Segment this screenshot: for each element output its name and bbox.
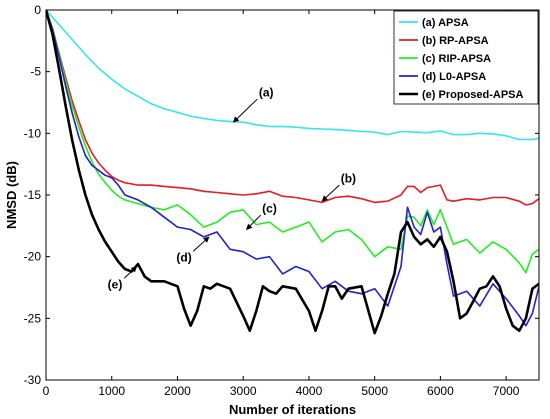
x-tick-label: 2000 bbox=[164, 384, 191, 398]
x-tick-label: 0 bbox=[43, 384, 50, 398]
annotation-label: (d) bbox=[176, 251, 191, 265]
y-tick-label: -5 bbox=[30, 65, 41, 79]
legend-entry: (b) RP-APSA bbox=[422, 35, 489, 47]
x-axis-label: Number of iterations bbox=[229, 402, 356, 417]
x-tick-label: 5000 bbox=[361, 384, 388, 398]
series-line-1 bbox=[46, 10, 539, 141]
annotation-label: (e) bbox=[108, 278, 123, 292]
x-tick-label: 4000 bbox=[296, 384, 323, 398]
series-line-5 bbox=[46, 10, 539, 335]
y-tick-label: -25 bbox=[24, 311, 42, 325]
y-tick-label: -30 bbox=[24, 373, 42, 387]
tick-layer: 0 1000 2000 3000 4000 5000 6000 7000 0 -5 -10 -15 -2… bbox=[24, 3, 539, 398]
x-tick-label: 7000 bbox=[493, 384, 520, 398]
y-axis-label: NMSD (dB) bbox=[4, 161, 19, 229]
annotation-arrow bbox=[321, 184, 340, 202]
annotation-layer: (a) (b) (c) (d) (e) bbox=[108, 85, 356, 291]
annotation-arrow bbox=[123, 266, 138, 279]
annotation-arrow bbox=[246, 214, 262, 230]
legend: (a) APSA (b) RP-APSA (c) RIP-APSA (d) L0-AP… bbox=[393, 10, 539, 105]
legend-entry: (d) L0-APSA bbox=[422, 71, 486, 83]
series-line-2 bbox=[46, 10, 539, 206]
y-tick-label: 0 bbox=[34, 3, 41, 17]
annotation-arrow bbox=[192, 236, 210, 252]
x-tick-label: 6000 bbox=[427, 384, 454, 398]
annotation-arrow bbox=[232, 98, 258, 123]
series-line-4 bbox=[46, 10, 539, 327]
series-layer bbox=[46, 10, 539, 335]
y-tick-label: -10 bbox=[24, 126, 42, 140]
legend-entry: (a) APSA bbox=[422, 17, 469, 29]
y-tick-label: -15 bbox=[24, 188, 42, 202]
annotation-label: (b) bbox=[341, 172, 356, 186]
legend-entry: (e) Proposed-APSA bbox=[422, 89, 524, 101]
x-tick-label: 1000 bbox=[98, 384, 125, 398]
y-tick-label: -20 bbox=[24, 250, 42, 264]
annotation-label: (a) bbox=[259, 85, 274, 99]
legend-entry: (c) RIP-APSA bbox=[422, 53, 491, 65]
x-tick-label: 3000 bbox=[230, 384, 257, 398]
annotation-label: (c) bbox=[262, 201, 277, 215]
series-line-3 bbox=[46, 10, 539, 274]
